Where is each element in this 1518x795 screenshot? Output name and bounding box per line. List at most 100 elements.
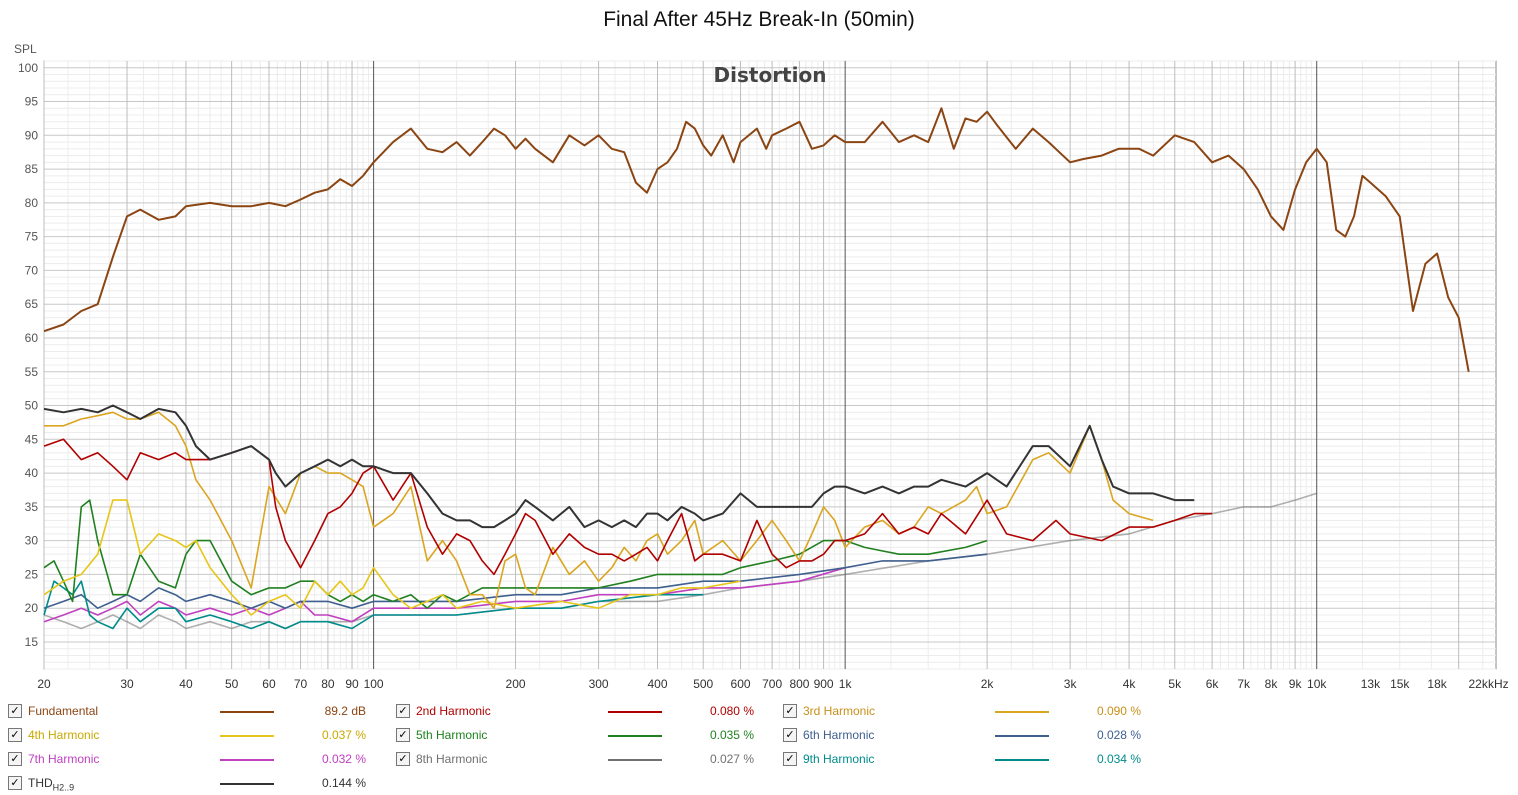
legend-value: 0.144 %: [321, 776, 366, 790]
y-tick-label: 25: [25, 567, 39, 581]
series-line-fund: [43, 107, 1470, 372]
x-tick-label: 90: [345, 677, 359, 691]
y-tick-label: 50: [25, 399, 39, 413]
legend-value: 0.037 %: [321, 728, 366, 742]
x-tick-label: 8k: [1265, 677, 1279, 691]
x-tick-label: 6k: [1206, 677, 1220, 691]
legend-checkbox[interactable]: ✓: [8, 728, 22, 742]
legend-checkbox[interactable]: ✓: [783, 752, 797, 766]
legend-checkbox[interactable]: ✓: [396, 704, 410, 718]
legend-checkbox[interactable]: ✓: [783, 704, 797, 718]
y-tick-labels: 15 20 25 30 35 40 45 50 55 60 65 70 75 80 85 90 95 100: [18, 61, 38, 649]
legend-swatch: [608, 711, 662, 713]
x-tick-label: 200: [506, 677, 526, 691]
legend-item-fund[interactable]: ✓ Fundamental 89.2 dB: [8, 704, 378, 722]
legend-value: 0.080 %: [709, 704, 754, 718]
x-tick-labels: 20 30 40 50 60 70 80 90 100 200 300 400 500 600 700 800…: [37, 677, 1489, 691]
x-tick-label: 20: [37, 677, 51, 691]
series-line-thd: [43, 404, 1195, 529]
x-tick-label: 22k: [1469, 677, 1489, 691]
legend-label: 9th Harmonic: [803, 752, 875, 766]
legend-item-h4[interactable]: ✓ 4th Harmonic 0.037 %: [8, 728, 378, 746]
legend-value: 0.032 %: [321, 752, 366, 766]
x-tick-label: 800: [789, 677, 809, 691]
x-tick-label: 600: [731, 677, 751, 691]
x-tick-label: 100: [364, 677, 384, 691]
legend-label: THDH2..9: [28, 776, 75, 793]
minor-grid: [44, 60, 1496, 670]
y-tick-label: 70: [25, 263, 39, 277]
y-tick-label: 45: [25, 432, 39, 446]
x-tick-label: 7k: [1237, 677, 1251, 691]
legend-item-h3[interactable]: ✓ 3rd Harmonic 0.090 %: [783, 704, 1153, 722]
x-tick-label: 30: [120, 677, 134, 691]
x-tick-label: 80: [321, 677, 335, 691]
legend-swatch: [995, 735, 1049, 737]
legend-value: 0.028 %: [1096, 728, 1141, 742]
x-tick-label: 500: [693, 677, 713, 691]
legend-checkbox[interactable]: ✓: [396, 728, 410, 742]
legend-checkbox[interactable]: ✓: [396, 752, 410, 766]
legend-swatch: [220, 711, 274, 713]
legend-swatch: [220, 735, 274, 737]
x-tick-label: 700: [762, 677, 782, 691]
x-tick-label: 1k: [839, 677, 853, 691]
y-tick-label: 35: [25, 500, 39, 514]
series-line-h5: [43, 499, 988, 609]
chart-title: Final After 45Hz Break-In (50min): [603, 8, 915, 31]
x-unit-label: kHz: [1488, 677, 1509, 691]
legend-label: 5th Harmonic: [416, 728, 488, 742]
legend-label: 7th Harmonic: [28, 752, 100, 766]
legend-item-h8[interactable]: ✓ 8th Harmonic 0.027 %: [396, 752, 766, 770]
y-tick-label: 80: [25, 196, 39, 210]
x-tick-label: 300: [589, 677, 609, 691]
x-tick-label: 4k: [1123, 677, 1137, 691]
y-tick-label: 55: [25, 365, 39, 379]
legend-label: Fundamental: [28, 704, 99, 718]
legend-item-thd[interactable]: ✓ THDH2..9 0.144 %: [8, 776, 378, 794]
legend-value: 0.090 %: [1096, 704, 1141, 718]
legend-value: 0.035 %: [709, 728, 754, 742]
legend-value: 0.027 %: [709, 752, 754, 766]
legend-swatch: [608, 735, 662, 737]
legend-swatch: [220, 783, 274, 785]
legend-item-h2[interactable]: ✓ 2nd Harmonic 0.080 %: [396, 704, 766, 722]
legend-checkbox[interactable]: ✓: [8, 776, 22, 790]
legend-value: 0.034 %: [1096, 752, 1141, 766]
x-tick-label: 15k: [1390, 677, 1410, 691]
legend-item-h6[interactable]: ✓ 6th Harmonic 0.028 %: [783, 728, 1153, 746]
distortion-chart[interactable]: Distortion SPL 15 20 25 30 35 40 45 50 55 60 65 70 7…: [0, 0, 1518, 700]
legend-checkbox[interactable]: ✓: [8, 752, 22, 766]
y-tick-label: 30: [25, 534, 39, 548]
legend-swatch: [995, 759, 1049, 761]
y-tick-label: 85: [25, 162, 39, 176]
x-tick-label: 2k: [981, 677, 995, 691]
x-tick-label: 900: [814, 677, 834, 691]
x-tick-label: 70: [294, 677, 308, 691]
y-tick-label: 40: [25, 466, 39, 480]
x-tick-label: 40: [179, 677, 193, 691]
legend-swatch: [608, 759, 662, 761]
chart-subtitle: Distortion: [714, 63, 827, 87]
legend-item-h9[interactable]: ✓ 9th Harmonic 0.034 %: [783, 752, 1153, 770]
legend-item-h7[interactable]: ✓ 7th Harmonic 0.032 %: [8, 752, 378, 770]
series-lines: [43, 107, 1470, 630]
legend-swatch: [220, 759, 274, 761]
series-line-h4: [43, 499, 741, 616]
x-tick-label: 10k: [1307, 677, 1327, 691]
x-tick-label: 60: [262, 677, 276, 691]
legend-label-subscript: H2..9: [52, 782, 75, 793]
y-tick-label: 95: [25, 95, 39, 109]
y-tick-label: 15: [25, 635, 39, 649]
x-tick-label: 3k: [1064, 677, 1078, 691]
legend-checkbox[interactable]: ✓: [783, 728, 797, 742]
x-tick-label: 50: [225, 677, 239, 691]
y-tick-label: 65: [25, 297, 39, 311]
y-tick-label: 60: [25, 331, 39, 345]
x-tick-label: 18k: [1427, 677, 1447, 691]
legend-swatch: [995, 711, 1049, 713]
legend-item-h5[interactable]: ✓ 5th Harmonic 0.035 %: [396, 728, 766, 746]
y-tick-label: 90: [25, 128, 39, 142]
legend-checkbox[interactable]: ✓: [8, 704, 22, 718]
series-line-h6: [43, 553, 988, 609]
